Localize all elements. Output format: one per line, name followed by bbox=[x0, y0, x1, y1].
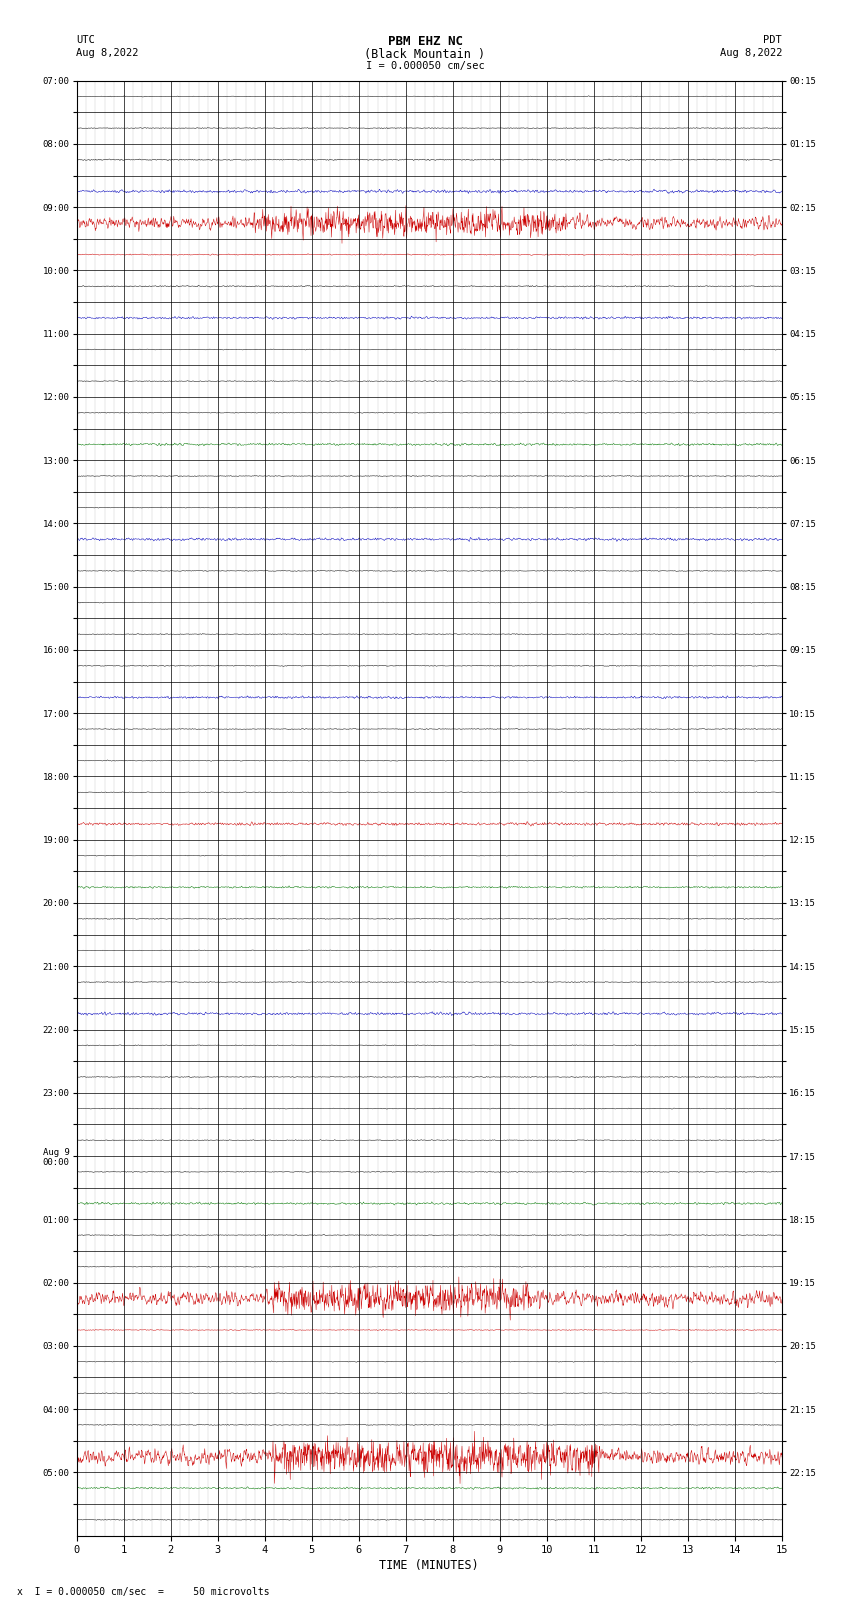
Text: (Black Mountain ): (Black Mountain ) bbox=[365, 48, 485, 61]
Text: UTC: UTC bbox=[76, 35, 95, 45]
Text: PBM EHZ NC: PBM EHZ NC bbox=[388, 35, 462, 48]
Text: x  I = 0.000050 cm/sec  =     50 microvolts: x I = 0.000050 cm/sec = 50 microvolts bbox=[17, 1587, 269, 1597]
Text: PDT: PDT bbox=[763, 35, 782, 45]
Text: I = 0.000050 cm/sec: I = 0.000050 cm/sec bbox=[366, 61, 484, 71]
X-axis label: TIME (MINUTES): TIME (MINUTES) bbox=[379, 1560, 479, 1573]
Text: Aug 8,2022: Aug 8,2022 bbox=[719, 48, 782, 58]
Text: Aug 8,2022: Aug 8,2022 bbox=[76, 48, 139, 58]
